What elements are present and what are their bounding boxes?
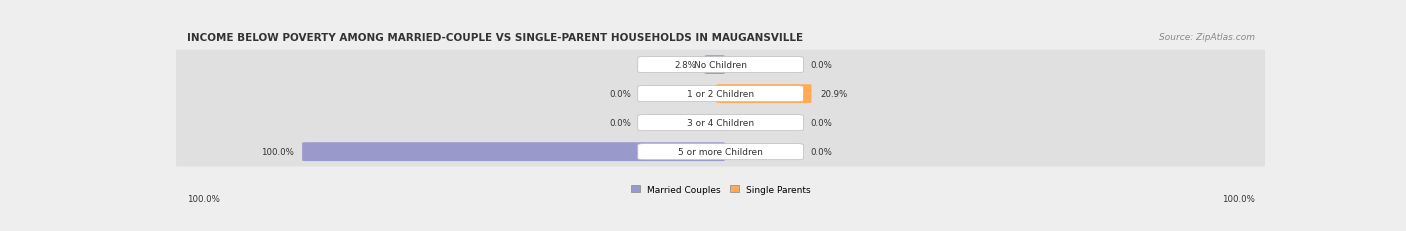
FancyBboxPatch shape xyxy=(638,57,803,73)
FancyBboxPatch shape xyxy=(170,137,1271,167)
Text: No Children: No Children xyxy=(695,61,747,70)
FancyBboxPatch shape xyxy=(638,144,803,160)
FancyBboxPatch shape xyxy=(704,56,725,75)
FancyBboxPatch shape xyxy=(170,51,1271,80)
Text: 5 or more Children: 5 or more Children xyxy=(678,148,763,156)
Text: 100.0%: 100.0% xyxy=(1222,194,1254,203)
Text: 1 or 2 Children: 1 or 2 Children xyxy=(688,90,754,99)
Text: 0.0%: 0.0% xyxy=(810,61,832,70)
Text: 100.0%: 100.0% xyxy=(260,148,294,156)
Text: Source: ZipAtlas.com: Source: ZipAtlas.com xyxy=(1159,33,1254,42)
FancyBboxPatch shape xyxy=(638,86,803,102)
Text: 20.9%: 20.9% xyxy=(820,90,848,99)
FancyBboxPatch shape xyxy=(170,79,1271,109)
Legend: Married Couples, Single Parents: Married Couples, Single Parents xyxy=(631,185,810,194)
Text: 3 or 4 Children: 3 or 4 Children xyxy=(688,119,754,128)
FancyBboxPatch shape xyxy=(638,115,803,131)
Text: 0.0%: 0.0% xyxy=(609,90,631,99)
Text: 100.0%: 100.0% xyxy=(187,194,219,203)
Text: 0.0%: 0.0% xyxy=(609,119,631,128)
Text: INCOME BELOW POVERTY AMONG MARRIED-COUPLE VS SINGLE-PARENT HOUSEHOLDS IN MAUGANS: INCOME BELOW POVERTY AMONG MARRIED-COUPL… xyxy=(187,33,803,43)
Text: 2.8%: 2.8% xyxy=(673,61,696,70)
FancyBboxPatch shape xyxy=(716,85,811,103)
FancyBboxPatch shape xyxy=(302,143,725,161)
FancyBboxPatch shape xyxy=(170,108,1271,138)
Text: 0.0%: 0.0% xyxy=(810,148,832,156)
Text: 0.0%: 0.0% xyxy=(810,119,832,128)
